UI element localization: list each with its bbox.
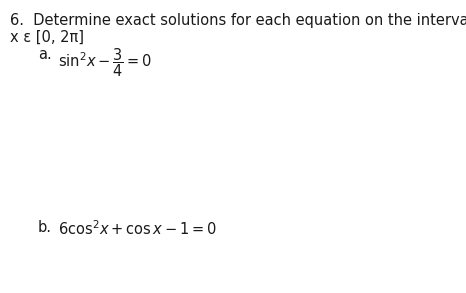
Text: x ε [0, 2π]: x ε [0, 2π] xyxy=(10,30,84,45)
Text: a.: a. xyxy=(38,47,52,62)
Text: $6\mathrm{cos}^2 x + \mathrm{cos}\, x - 1 = 0$: $6\mathrm{cos}^2 x + \mathrm{cos}\, x - … xyxy=(58,219,217,238)
Text: b.: b. xyxy=(38,220,52,235)
Text: $\mathrm{sin}^2 x - \dfrac{3}{4} = 0$: $\mathrm{sin}^2 x - \dfrac{3}{4} = 0$ xyxy=(58,46,152,79)
Text: 6.  Determine exact solutions for each equation on the interval: 6. Determine exact solutions for each eq… xyxy=(10,13,466,28)
